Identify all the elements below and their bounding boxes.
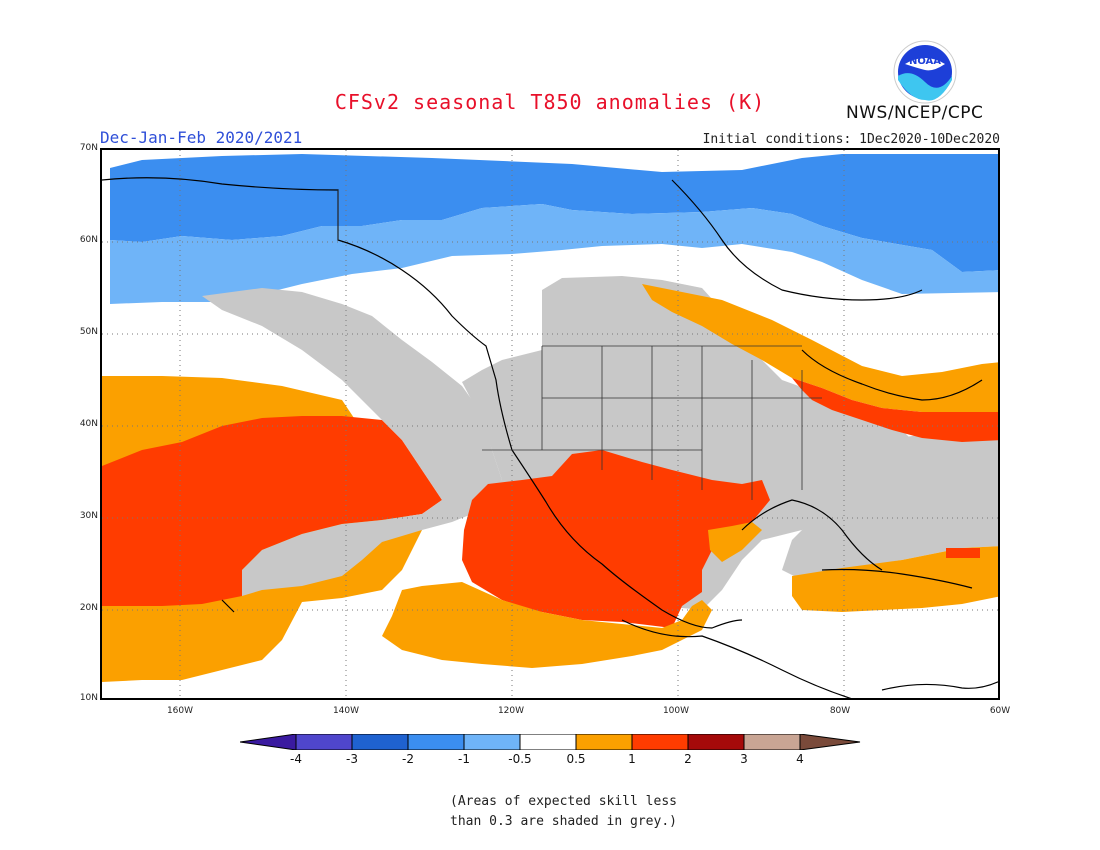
- colorbar-label: 2: [684, 752, 692, 766]
- lon-label-80w: 80W: [829, 706, 851, 716]
- anomaly-map: [100, 148, 1000, 700]
- region-orange-northeast: [642, 284, 998, 412]
- region-light-blue: [110, 204, 998, 304]
- lon-label-120w: 120W: [497, 706, 525, 716]
- skill-note: (Areas of expected skill less than 0.3 a…: [450, 792, 740, 832]
- region-grey-east: [782, 430, 998, 580]
- colorbar-swatch-2-3: [687, 734, 745, 750]
- region-orange-gulf: [708, 522, 762, 562]
- region-blue-north: [110, 154, 998, 272]
- colorbar-swatch-lt-4: [240, 734, 297, 750]
- colorbar-swatch-neg2-neg1: [407, 734, 465, 750]
- anomaly-map-svg: [102, 150, 998, 698]
- colorbar-swatch-neg4-neg3: [295, 734, 353, 750]
- org-label: NWS/NCEP/CPC: [846, 103, 984, 123]
- colorbar-swatch-3-4: [743, 734, 801, 750]
- lat-label-70n: 70N: [79, 143, 98, 153]
- graticule: [102, 150, 998, 698]
- lat-label-60n: 60N: [79, 235, 98, 245]
- lat-label-50n: 50N: [79, 327, 98, 337]
- colorbar-label: 4: [796, 752, 804, 766]
- noaa-logo-text: NOAA: [909, 56, 941, 67]
- lat-label-20n: 20N: [79, 603, 98, 613]
- colorbar-label: -0.5: [508, 752, 532, 766]
- lat-label-30n: 30N: [79, 511, 98, 521]
- region-red-west: [102, 416, 442, 606]
- colorbar-swatch-neg05-05: [519, 734, 577, 750]
- lon-label-160w: 160W: [166, 706, 194, 716]
- season-label: Dec-Jan-Feb 2020/2021: [100, 128, 303, 147]
- skill-note-line-1: (Areas of expected skill less: [450, 794, 677, 809]
- skill-note-line-2: than 0.3 are shaded in grey.): [450, 814, 677, 829]
- colorbar-swatch-neg1-neg05: [463, 734, 521, 750]
- lon-label-100w: 100W: [662, 706, 690, 716]
- region-red-caribbean-patch: [946, 548, 980, 558]
- colorbar-swatch-neg3-neg2: [351, 734, 409, 750]
- colorbar-label: -2: [402, 752, 414, 766]
- region-red-northeast: [792, 378, 998, 442]
- us-state-borders: [337, 190, 822, 500]
- colorbar-label: -4: [290, 752, 302, 766]
- region-orange-south: [382, 582, 712, 668]
- colorbar: [240, 734, 861, 750]
- colorbar-swatch-05-1: [575, 734, 633, 750]
- lon-label-140w: 140W: [332, 706, 360, 716]
- chart-title: CFSv2 seasonal T850 anomalies (K): [334, 90, 766, 114]
- region-red-mexico: [462, 450, 770, 628]
- noaa-logo: NOAA: [893, 40, 957, 104]
- colorbar-swatch-1-2: [631, 734, 689, 750]
- colorbar-label: -3: [346, 752, 358, 766]
- lon-label-60w: 60W: [989, 706, 1011, 716]
- coastlines: [102, 177, 998, 698]
- colorbar-label: -1: [458, 752, 470, 766]
- region-grey-west: [202, 288, 502, 596]
- lat-label-10n: 10N: [79, 693, 98, 703]
- colorbar-label: 1: [628, 752, 636, 766]
- initial-conditions-label: Initial conditions: 1Dec2020-10Dec2020: [702, 132, 1000, 147]
- lat-label-40n: 40N: [79, 419, 98, 429]
- colorbar-label: 3: [740, 752, 748, 766]
- colorbar-label: 0.5: [566, 752, 586, 766]
- colorbar-swatch-gt-4: [799, 734, 861, 750]
